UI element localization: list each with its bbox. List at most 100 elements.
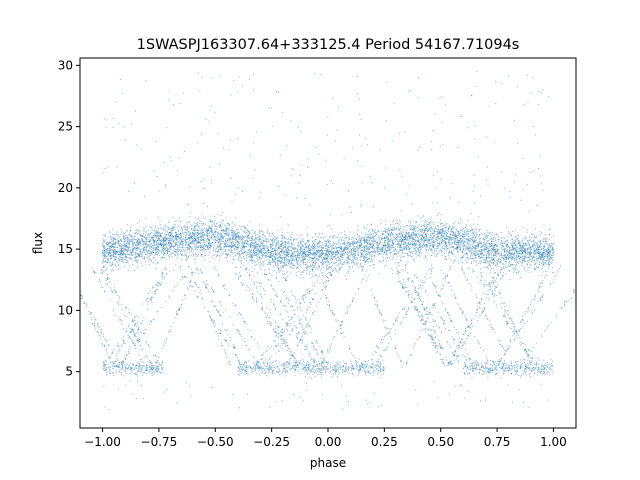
data-point	[107, 243, 109, 245]
data-point	[482, 256, 484, 258]
data-point	[431, 241, 433, 242]
data-point	[363, 225, 365, 227]
data-point	[456, 241, 458, 243]
data-point	[543, 237, 545, 239]
data-point	[163, 247, 165, 249]
data-point	[204, 246, 206, 248]
data-point	[313, 245, 315, 247]
data-point	[117, 261, 119, 263]
data-point	[398, 228, 400, 230]
data-point	[496, 248, 498, 250]
data-point	[322, 232, 324, 234]
data-point	[420, 238, 422, 240]
data-point	[504, 256, 506, 258]
data-point	[123, 251, 125, 253]
data-point	[139, 234, 141, 236]
data-point	[264, 238, 266, 240]
data-point	[363, 240, 365, 242]
data-point	[455, 256, 457, 258]
data-point	[392, 253, 394, 255]
data-point	[279, 254, 281, 256]
data-point	[459, 257, 461, 259]
data-point	[241, 246, 243, 248]
data-point	[163, 252, 165, 254]
data-point	[546, 253, 548, 255]
data-point	[171, 249, 173, 251]
data-point	[447, 238, 449, 240]
data-point	[384, 265, 386, 267]
data-point	[484, 236, 486, 238]
data-point	[238, 260, 240, 262]
data-point	[343, 246, 345, 248]
data-point	[410, 234, 412, 236]
data-point	[469, 244, 471, 246]
data-point	[277, 238, 279, 240]
data-point	[234, 239, 236, 241]
data-point	[256, 250, 258, 252]
data-point	[300, 248, 302, 250]
data-point	[175, 232, 177, 234]
data-point	[230, 244, 232, 246]
data-point	[109, 251, 111, 253]
data-point	[482, 250, 484, 252]
data-point	[162, 243, 164, 245]
data-point	[163, 240, 165, 242]
data-point	[215, 228, 217, 230]
data-point	[317, 250, 319, 252]
data-point	[364, 249, 366, 251]
data-point	[248, 234, 250, 236]
data-point	[267, 247, 269, 249]
data-point	[492, 248, 494, 250]
data-point	[201, 235, 203, 237]
data-point	[275, 251, 277, 253]
data-point	[127, 241, 129, 243]
data-point	[540, 252, 542, 254]
data-point	[332, 261, 334, 263]
data-point	[176, 236, 178, 238]
data-point	[255, 236, 257, 238]
data-point	[136, 233, 138, 235]
data-point	[220, 244, 222, 246]
data-point	[531, 257, 533, 259]
data-point	[356, 257, 358, 259]
data-point	[353, 242, 355, 244]
data-point	[156, 249, 158, 251]
data-point	[373, 238, 375, 240]
data-point	[216, 248, 218, 250]
data-point	[467, 238, 469, 240]
data-point	[220, 214, 222, 216]
data-point	[510, 252, 512, 254]
data-point	[395, 243, 397, 245]
data-point	[434, 241, 436, 243]
data-point	[372, 260, 374, 262]
data-point	[225, 239, 227, 241]
data-point	[413, 240, 415, 242]
data-point	[313, 254, 315, 256]
data-point	[251, 245, 253, 247]
data-point	[140, 244, 142, 246]
data-point	[426, 259, 428, 261]
data-point	[107, 258, 109, 260]
data-point	[297, 245, 299, 247]
data-point	[313, 252, 315, 254]
data-point	[282, 231, 284, 233]
data-point	[221, 242, 223, 244]
data-point	[359, 235, 361, 237]
data-point	[148, 252, 150, 254]
data-point	[155, 246, 157, 248]
data-point	[540, 243, 542, 245]
data-point	[459, 246, 461, 248]
data-point	[348, 263, 350, 265]
data-point	[317, 255, 319, 257]
data-point	[506, 240, 508, 242]
data-point	[460, 245, 462, 247]
data-point	[302, 262, 304, 264]
data-point	[126, 249, 128, 251]
data-point	[198, 240, 200, 242]
data-point	[394, 238, 396, 240]
data-point	[274, 259, 276, 261]
data-point	[248, 249, 250, 251]
data-point	[464, 231, 466, 233]
data-point	[547, 247, 549, 249]
data-point	[234, 243, 236, 245]
